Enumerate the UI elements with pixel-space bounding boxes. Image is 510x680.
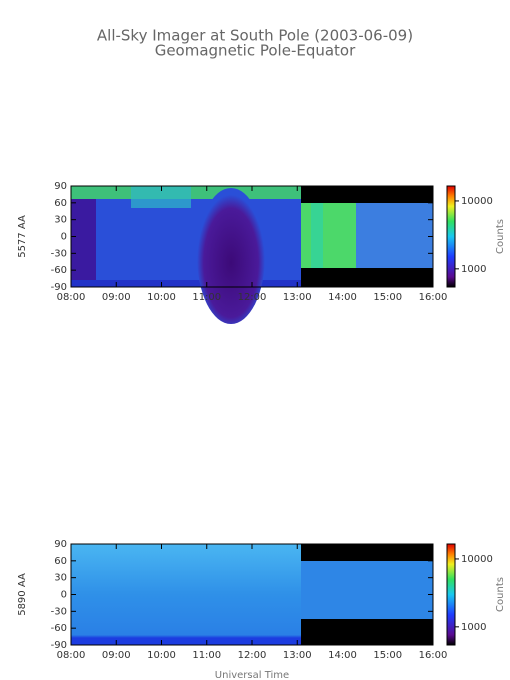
x-tick-label: 15:00 <box>373 650 402 661</box>
x-tick-label: 16:00 <box>419 292 448 303</box>
colorbar-label: Counts <box>495 577 506 612</box>
colorbar <box>447 544 455 645</box>
y-tick-label: -30 <box>51 606 67 617</box>
x-tick-label: 08:00 <box>57 292 86 303</box>
colorbar-tick-label: 10000 <box>461 554 493 565</box>
y-tick-label: 30 <box>54 573 67 584</box>
x-axis-label: Universal Time <box>215 670 289 680</box>
y-tick-label: 0 <box>61 232 67 243</box>
x-tick-label: 13:00 <box>283 650 312 661</box>
x-tick-label: 09:00 <box>102 650 131 661</box>
colorbar-frame <box>446 185 456 288</box>
subtitle: Geomagnetic Pole-Equator <box>155 42 356 60</box>
y-tick-label: 90 <box>54 181 67 192</box>
x-tick-label: 14:00 <box>328 650 357 661</box>
keogram-image <box>71 186 433 324</box>
x-tick-label: 16:00 <box>419 650 448 661</box>
y-tick-label: 0 <box>61 590 67 601</box>
x-tick-label: 09:00 <box>102 292 131 303</box>
colorbar <box>447 186 455 287</box>
colorbar-tick-label: 1000 <box>461 264 486 275</box>
x-tick-label: 12:00 <box>238 292 267 303</box>
y-tick-label: -90 <box>51 640 67 651</box>
y-tick-label: 60 <box>54 198 67 209</box>
keogram-image <box>71 544 433 645</box>
y-tick-label: -90 <box>51 282 67 293</box>
colorbar-frame <box>446 543 456 646</box>
colorbar-tick-label: 1000 <box>461 622 486 633</box>
y-axis-label: 5577 AA <box>17 215 28 258</box>
x-tick-label: 11:00 <box>192 650 221 661</box>
x-tick-label: 10:00 <box>147 292 176 303</box>
x-tick-label: 13:00 <box>283 292 312 303</box>
colorbar-label: Counts <box>495 219 506 254</box>
y-tick-label: 30 <box>54 215 67 226</box>
colorbar-tick-label: 10000 <box>461 196 493 207</box>
y-tick-label: 90 <box>54 539 67 550</box>
y-axis-label: 5890 AA <box>17 573 28 616</box>
y-tick-label: -60 <box>51 265 67 276</box>
x-tick-label: 10:00 <box>147 650 176 661</box>
y-tick-label: 60 <box>54 556 67 567</box>
y-tick-label: -30 <box>51 248 67 259</box>
title: All-Sky Imager at South Pole (2003-06-09… <box>97 27 413 45</box>
x-tick-label: 14:00 <box>328 292 357 303</box>
y-tick-label: -60 <box>51 623 67 634</box>
x-tick-label: 15:00 <box>373 292 402 303</box>
x-tick-label: 12:00 <box>238 650 267 661</box>
x-tick-label: 11:00 <box>192 292 221 303</box>
x-tick-label: 08:00 <box>57 650 86 661</box>
